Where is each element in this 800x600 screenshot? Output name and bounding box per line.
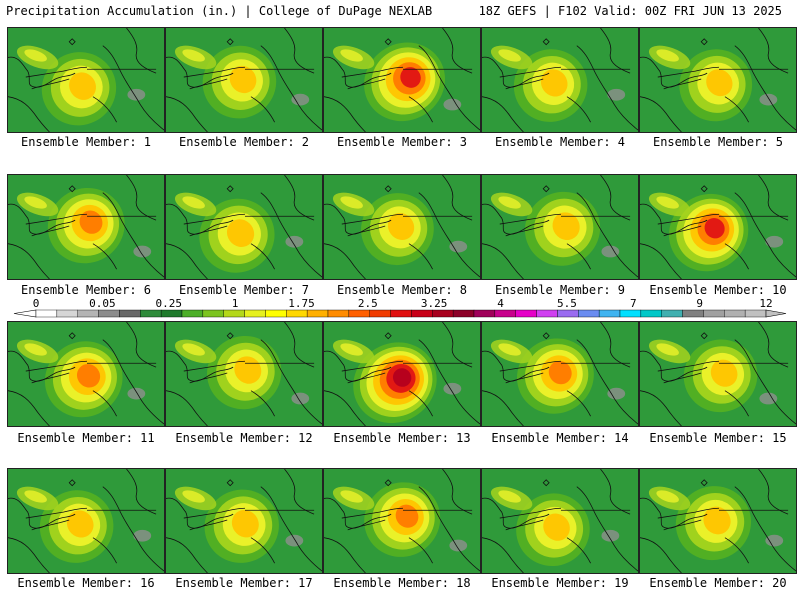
ensemble-member-label: Ensemble Member: 17	[175, 576, 313, 590]
ensemble-map-panel	[481, 321, 639, 427]
colorbar-swatch	[724, 309, 746, 318]
ensemble-member-label: Ensemble Member: 13	[333, 431, 471, 445]
colorbar-swatch	[306, 309, 329, 318]
ensemble-map-panel	[481, 174, 639, 280]
colorbar-swatch	[202, 309, 224, 318]
colorbar-swatch	[160, 309, 183, 318]
colorbar-tick-label: 12	[759, 297, 772, 310]
run-valid-time: 18Z GEFS | F102 Valid: 00Z FRI JUN 13 20…	[478, 4, 782, 18]
ensemble-member-label: Ensemble Member: 1	[20, 135, 152, 149]
colorbar-swatch	[703, 309, 725, 318]
colorbar-swatch	[265, 309, 287, 318]
colorbar-swatch	[390, 309, 412, 318]
colorbar-tick-label: 2.5	[358, 297, 378, 310]
ensemble-map-panel	[165, 27, 323, 133]
colorbar-tick-label: 0.05	[89, 297, 116, 310]
ensemble-member-label: Ensemble Member: 6	[20, 283, 152, 297]
ensemble-member-label: Ensemble Member: 7	[178, 283, 310, 297]
colorbar-swatch	[327, 309, 350, 318]
colorbar-swatch	[244, 309, 266, 318]
colorbar-right-arrow	[765, 309, 787, 318]
colorbar-swatch	[432, 309, 454, 318]
colorbar-left-arrow	[13, 309, 37, 318]
ensemble-member-label: Ensemble Member: 19	[491, 576, 629, 590]
colorbar-tick-label: 7	[630, 297, 637, 310]
ensemble-member-label: Ensemble Member: 10	[649, 283, 787, 297]
colorbar-swatch	[35, 309, 58, 318]
ensemble-map-panel	[7, 468, 165, 574]
ensemble-map-panel	[165, 468, 323, 574]
ensemble-member-label: Ensemble Member: 4	[494, 135, 626, 149]
colorbar-swatch	[536, 309, 558, 318]
colorbar-swatch	[181, 309, 204, 318]
ensemble-member-label: Ensemble Member: 3	[336, 135, 468, 149]
ensemble-map-panel	[323, 468, 481, 574]
ensemble-map-panel	[7, 174, 165, 280]
ensemble-member-label: Ensemble Member: 2	[178, 135, 310, 149]
ensemble-map-panel	[323, 27, 481, 133]
colorbar-tick-label: 1.75	[288, 297, 315, 310]
colorbar-swatch	[473, 309, 496, 318]
ensemble-member-label: Ensemble Member: 15	[649, 431, 787, 445]
ensemble-member-label: Ensemble Member: 14	[491, 431, 629, 445]
colorbar-tick-label: 1	[232, 297, 239, 310]
colorbar-swatch	[223, 309, 245, 318]
colorbar-swatch	[119, 309, 141, 318]
ensemble-member-label: Ensemble Member: 16	[17, 576, 155, 590]
colorbar-swatch	[286, 309, 308, 318]
colorbar-swatch	[56, 309, 78, 318]
colorbar-tick-label: 4	[497, 297, 504, 310]
ensemble-member-label: Ensemble Member: 20	[649, 576, 787, 590]
ensemble-map-panel	[323, 174, 481, 280]
colorbar-swatch	[744, 309, 767, 318]
ensemble-map-panel	[7, 27, 165, 133]
colorbar-swatch	[348, 309, 370, 318]
colorbar-tick-label: 0.25	[155, 297, 182, 310]
colorbar-swatch	[682, 309, 704, 318]
colorbar-swatch	[411, 309, 433, 318]
ensemble-map-panel	[323, 321, 481, 427]
colorbar-swatch	[369, 309, 391, 318]
colorbar-tick-label: 9	[696, 297, 703, 310]
colorbar-swatch	[640, 309, 662, 318]
ensemble-map-panel	[639, 174, 797, 280]
ensemble-map-panel	[481, 27, 639, 133]
colorbar-swatch	[578, 309, 600, 318]
ensemble-member-label: Ensemble Member: 8	[336, 283, 468, 297]
ensemble-member-label: Ensemble Member: 9	[494, 283, 626, 297]
ensemble-map-panel	[481, 468, 639, 574]
ensemble-map-panel	[639, 27, 797, 133]
ensemble-map-panel	[639, 468, 797, 574]
colorbar-tick-label: 0	[33, 297, 40, 310]
colorbar-swatch	[515, 309, 537, 318]
ensemble-member-label: Ensemble Member: 5	[652, 135, 784, 149]
colorbar-swatch	[98, 309, 120, 318]
colorbar-swatch	[661, 309, 683, 318]
ensemble-member-label: Ensemble Member: 11	[17, 431, 155, 445]
colorbar-swatch	[452, 309, 475, 318]
colorbar-swatch	[557, 309, 579, 318]
ensemble-map-panel	[639, 321, 797, 427]
ensemble-map-panel	[165, 174, 323, 280]
ensemble-member-label: Ensemble Member: 12	[175, 431, 313, 445]
colorbar-swatch	[77, 309, 99, 318]
chart-title: Precipitation Accumulation (in.) | Colle…	[6, 4, 433, 18]
colorbar-tick-label: 5.5	[557, 297, 577, 310]
ensemble-map-panel	[7, 321, 165, 427]
precipitation-colorbar: 0 0.05 0.25 1 1.75 2.5 3.25 4 5.5 7 9 12	[13, 297, 787, 318]
colorbar-swatch	[619, 309, 642, 318]
colorbar-swatch	[494, 309, 516, 318]
colorbar-tick-label: 3.25	[421, 297, 448, 310]
colorbar-swatch	[140, 309, 162, 318]
colorbar-swatch	[598, 309, 621, 318]
ensemble-member-label: Ensemble Member: 18	[333, 576, 471, 590]
ensemble-map-panel	[165, 321, 323, 427]
